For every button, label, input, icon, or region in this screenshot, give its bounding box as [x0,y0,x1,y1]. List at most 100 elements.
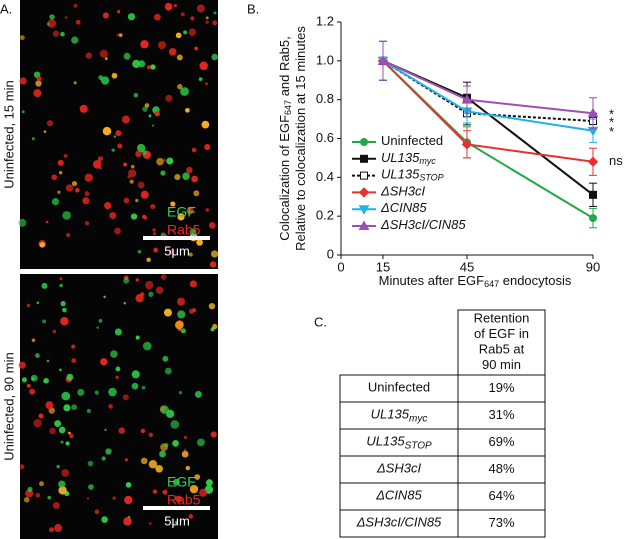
vesicle [178,390,183,395]
vesicle [185,465,191,471]
vesicle [192,308,197,313]
vesicle [132,59,141,68]
marker [461,94,473,104]
vesicle [101,516,108,523]
vesicle [116,33,120,37]
vesicle [210,431,217,438]
vesicle [61,469,70,477]
text-part: endocytosis [499,273,572,288]
vesicle [94,390,99,395]
vesicle [57,190,61,194]
vesicle [123,52,131,60]
vesicle [92,160,102,169]
vesicle [164,443,169,448]
vesicle [118,33,123,38]
vesicle [71,180,78,187]
channel-label: Rab5 [167,492,201,508]
legend-label: ΔSH3cI/CIN85 [380,217,466,232]
vesicle [146,65,151,70]
marker [461,139,473,150]
vesicle [118,427,126,434]
marker [377,55,389,65]
vesicle [99,49,108,58]
vesicle [194,390,202,398]
marker [589,214,597,223]
vesicle [183,30,188,35]
vesicle [123,197,130,204]
vesicle [86,497,90,500]
vesicle [33,418,42,428]
vesicle [115,130,122,137]
vesicle [131,382,139,390]
vesicle [135,278,139,282]
vesicle [142,106,148,112]
vesicle [174,520,178,525]
vesicle [77,388,85,396]
text-part: myc [419,156,436,166]
row-value: 73% [488,515,514,530]
vesicle [85,52,93,59]
vesicle [176,297,186,306]
vesicle [105,448,112,455]
vesicle [205,16,209,20]
vesicle [163,308,172,317]
row-label: ΔSH3cI/CIN85 [356,515,442,530]
vesicle [144,280,154,290]
vesicle [115,375,119,379]
vesicle [164,2,173,11]
vesicle [154,13,161,21]
vesicle [165,94,173,102]
vesicle [162,489,168,495]
vesicle [100,76,110,85]
vesicle [65,441,70,446]
row-value: 48% [488,461,514,476]
vesicle [166,157,174,165]
vesicle [208,302,216,310]
vesicle [133,92,139,98]
vesicle [27,486,33,492]
vesicle [31,338,36,342]
text-part: myc [409,413,427,424]
row-value: 19% [488,380,514,395]
text-part: ΔCIN85 [380,201,427,216]
vesicle [97,156,103,162]
micrograph [18,274,218,539]
row-label: UL135myc [371,407,428,424]
vesicle [59,171,63,175]
vesicle [123,162,128,167]
y-tick-label: 1.0 [316,52,334,67]
series-line [382,59,594,115]
vesicle [84,191,90,197]
image-label: Uninfected, 90 min [1,352,16,460]
vesicle [123,301,127,305]
vesicle [152,228,156,232]
vesicle [45,220,49,224]
text-part: ΔCIN85 [375,488,422,503]
row-label: ΔSH3cI [376,461,422,476]
row-value: 64% [488,488,514,503]
header-text: Retention [474,310,530,325]
vesicle [35,493,40,498]
vesicle [131,370,140,379]
text-part: UL135 [371,407,410,422]
vesicle [188,28,197,37]
vesicle [148,460,158,469]
vesicle [135,198,139,203]
vesicle [153,247,159,253]
vesicle [204,144,211,151]
vesicle [150,64,156,70]
vesicle [86,408,92,414]
vesicle [135,335,140,340]
vesicle [170,201,176,207]
vesicle [117,143,123,149]
vesicle [33,89,42,98]
vesicle [73,81,77,85]
vesicle [98,75,104,80]
marker [587,156,599,168]
vesicle [123,517,132,526]
x-tick-label: 45 [460,259,474,274]
vesicle [142,214,147,219]
vesicle [198,488,208,497]
vesicle [211,53,218,61]
vesicle [79,104,88,113]
